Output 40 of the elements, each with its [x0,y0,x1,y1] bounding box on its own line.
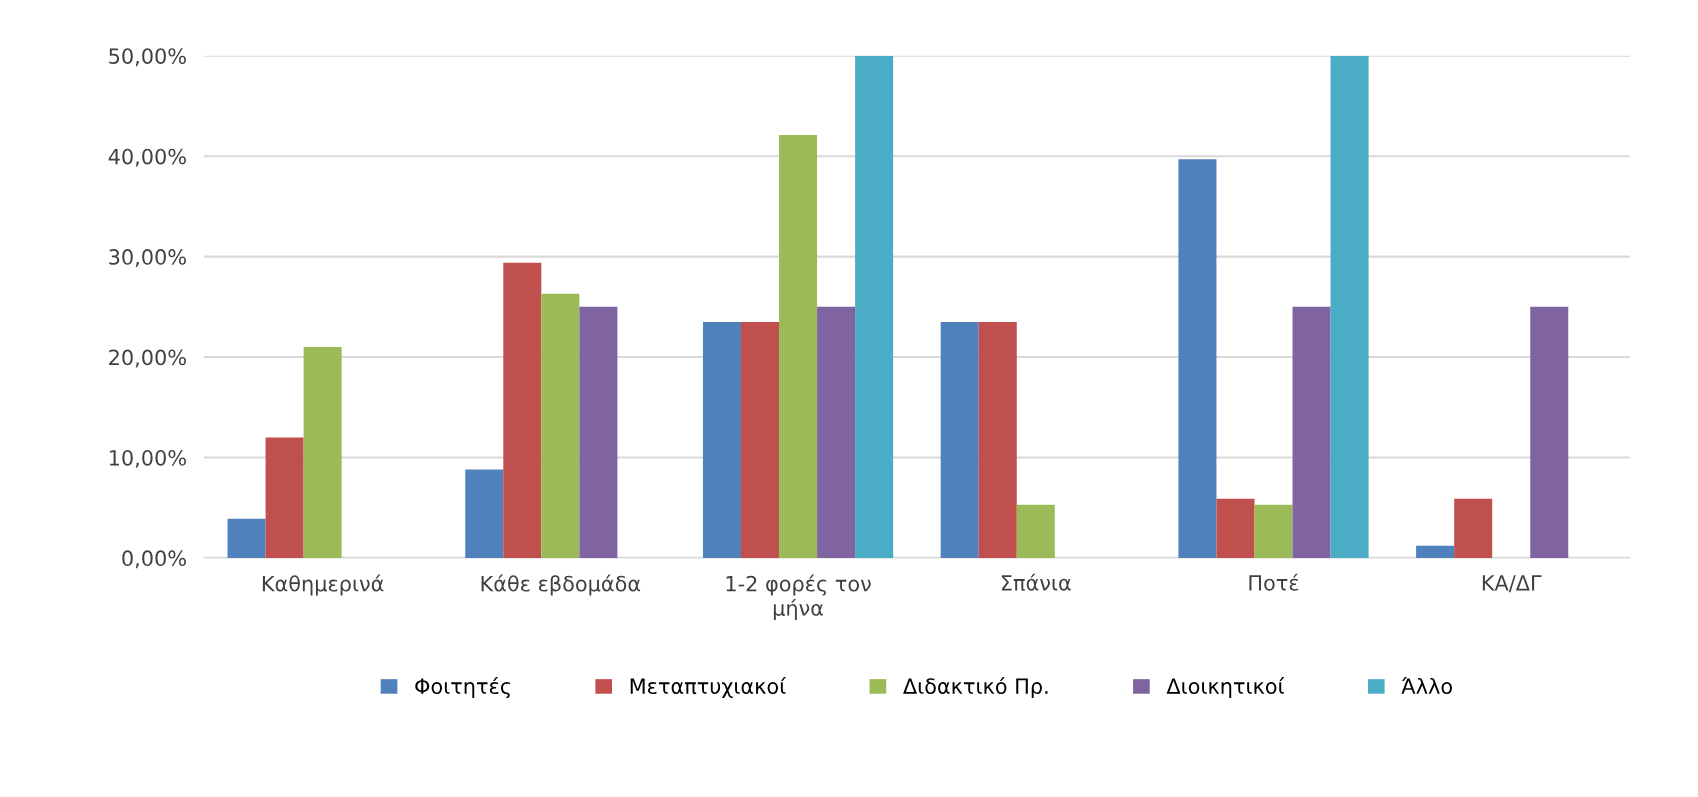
y-tick-label: 30,00% [109,249,186,267]
x-tick-label: Καθημερινά [262,574,384,596]
bar [1216,498,1255,558]
bar [541,293,580,558]
bar [579,306,618,558]
bar [702,321,742,558]
bar [1454,498,1493,558]
bar [303,347,342,558]
legend-label: Διδακτικό Πρ. [903,677,1048,699]
bar [940,321,979,558]
bar [465,469,504,558]
y-tick-label: 20,00% [109,349,186,368]
bar [1254,504,1293,558]
legend-label: Άλλο [1401,677,1452,695]
bar [978,321,1017,558]
bar [741,321,780,558]
bar [265,437,304,558]
bar [817,306,856,558]
bar [227,518,266,558]
bar [1016,504,1055,558]
legend-label: Φοιτητές [415,677,510,699]
y-tick-label: 10,00% [109,449,186,468]
bar [779,135,818,558]
bar [1330,55,1369,558]
y-tick-label: 40,00% [108,148,186,167]
legend-label: Διοικητικοί [1166,677,1285,699]
bar [855,55,894,558]
x-tick-label: Κάθε εβδομάδα [481,574,641,596]
y-tick-label: 0,00% [122,550,186,569]
bar [503,262,542,558]
x-tick-label: Ποτέ [1249,573,1299,591]
x-tick-label: 1-2 φορές τον μήνα [726,574,871,620]
bar [1416,545,1455,558]
bar [1292,306,1331,558]
bar [1178,159,1217,558]
y-tick-label: 50,00% [109,48,186,67]
legend-label: Μεταπτυχιακοί [630,677,786,699]
x-tick-label: ΚΑ/ΔΓ [1482,575,1542,593]
bar [1530,306,1569,558]
x-tick-label: Σπάνια [1001,573,1071,591]
